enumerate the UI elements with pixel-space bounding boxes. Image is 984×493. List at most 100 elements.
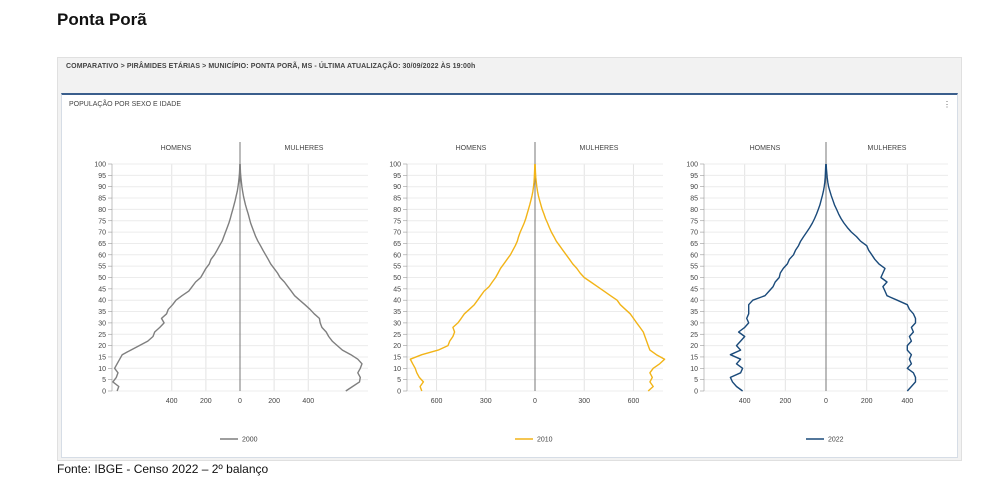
y-tick-label: 75 (98, 218, 106, 225)
y-tick-label: 5 (397, 377, 401, 384)
y-tick-label: 10 (98, 366, 106, 373)
y-tick-label: 30 (393, 320, 401, 327)
y-tick-label: 55 (98, 264, 106, 271)
series-line-women-2022 (825, 163, 917, 392)
women-header: MULHERES (285, 145, 324, 152)
y-tick-label: 25 (393, 332, 401, 339)
series-line-women-2000 (239, 163, 363, 392)
legend-label: 2010 (537, 437, 553, 444)
y-tick-label: 55 (690, 264, 698, 271)
women-header: MULHERES (580, 145, 619, 152)
y-tick-label: 15 (393, 354, 401, 361)
women-header: MULHERES (868, 145, 907, 152)
card-title: POPULAÇÃO POR SEXO E IDADE (69, 101, 182, 108)
y-tick-label: 10 (393, 366, 401, 373)
legend-label: 2000 (242, 437, 258, 444)
x-tick-label: 0 (533, 398, 537, 405)
page-title: Ponta Porã (57, 10, 147, 29)
y-tick-label: 25 (98, 332, 106, 339)
y-tick-label: 60 (98, 252, 106, 259)
y-tick-label: 35 (98, 309, 106, 316)
y-tick-label: 0 (102, 389, 106, 396)
y-tick-label: 60 (393, 252, 401, 259)
y-tick-label: 25 (690, 332, 698, 339)
chart-card: POPULAÇÃO POR SEXO E IDADE ⋮ 0 5 10 15 20 25 3… (61, 93, 958, 458)
y-tick-label: 65 (393, 241, 401, 248)
y-tick-label: 95 (690, 173, 698, 180)
x-tick-label: 400 (166, 398, 178, 405)
y-tick-label: 100 (389, 162, 401, 169)
y-tick-label: 75 (690, 218, 698, 225)
y-tick-label: 70 (393, 230, 401, 237)
men-header: HOMENS (161, 145, 192, 152)
y-tick-label: 45 (690, 286, 698, 293)
y-tick-label: 35 (690, 309, 698, 316)
source-note: Fonte: IBGE - Censo 2022 – 2º balanço (57, 462, 269, 476)
x-tick-label: 300 (480, 398, 492, 405)
x-tick-label: 200 (779, 398, 791, 405)
x-tick-label: 400 (739, 398, 751, 405)
series-line-women-2010 (534, 163, 666, 392)
y-tick-label: 50 (393, 275, 401, 282)
y-tick-label: 70 (98, 230, 106, 237)
y-tick-label: 100 (686, 162, 698, 169)
y-tick-label: 90 (98, 184, 106, 191)
x-tick-label: 200 (861, 398, 873, 405)
y-tick-label: 50 (690, 275, 698, 282)
y-tick-label: 0 (397, 389, 401, 396)
series-line-men-2000 (112, 163, 241, 392)
y-tick-label: 0 (694, 389, 698, 396)
y-tick-label: 95 (393, 173, 401, 180)
y-tick-label: 85 (98, 196, 106, 203)
x-tick-label: 300 (578, 398, 590, 405)
y-tick-label: 45 (98, 286, 106, 293)
y-tick-label: 95 (98, 173, 106, 180)
y-tick-label: 20 (690, 343, 698, 350)
y-tick-label: 60 (690, 252, 698, 259)
y-tick-label: 85 (393, 196, 401, 203)
x-tick-label: 0 (238, 398, 242, 405)
pyramid-charts: 0510152025303540455055606570758085909510… (94, 142, 948, 444)
legend-label: 2022 (828, 437, 844, 444)
y-tick-label: 30 (98, 320, 106, 327)
series-line-men-2022 (729, 163, 827, 392)
y-tick-label: 50 (98, 275, 106, 282)
vertical-ellipsis-icon[interactable]: ⋮ (943, 100, 951, 109)
y-tick-label: 40 (690, 298, 698, 305)
y-tick-label: 65 (98, 241, 106, 248)
y-tick-label: 15 (690, 354, 698, 361)
y-tick-label: 70 (690, 230, 698, 237)
y-tick-label: 90 (690, 184, 698, 191)
y-tick-label: 85 (690, 196, 698, 203)
x-tick-label: 0 (824, 398, 828, 405)
x-tick-label: 400 (302, 398, 314, 405)
y-tick-label: 35 (393, 309, 401, 316)
y-tick-label: 40 (98, 298, 106, 305)
x-tick-label: 200 (268, 398, 280, 405)
y-tick-label: 90 (393, 184, 401, 191)
y-tick-label: 80 (393, 207, 401, 214)
y-tick-label: 5 (694, 377, 698, 384)
y-tick-label: 80 (690, 207, 698, 214)
y-tick-label: 20 (98, 343, 106, 350)
y-tick-label: 45 (393, 286, 401, 293)
y-tick-label: 55 (393, 264, 401, 271)
y-tick-label: 100 (94, 162, 106, 169)
y-tick-label: 5 (102, 377, 106, 384)
y-tick-label: 80 (98, 207, 106, 214)
men-header: HOMENS (456, 145, 487, 152)
y-tick-label: 10 (690, 366, 698, 373)
x-tick-label: 600 (431, 398, 443, 405)
y-tick-label: 30 (690, 320, 698, 327)
x-tick-label: 600 (628, 398, 640, 405)
breadcrumb: COMPARATIVO > PIRÂMIDES ETÁRIAS > MUNICÍ… (66, 63, 476, 70)
y-tick-label: 40 (393, 298, 401, 305)
x-tick-label: 200 (200, 398, 212, 405)
y-tick-label: 75 (393, 218, 401, 225)
y-tick-label: 15 (98, 354, 106, 361)
y-tick-label: 20 (393, 343, 401, 350)
comparison-panel: COMPARATIVO > PIRÂMIDES ETÁRIAS > MUNICÍ… (57, 57, 962, 461)
series-line-men-2010 (409, 163, 536, 392)
x-tick-label: 400 (901, 398, 913, 405)
y-tick-label: 65 (690, 241, 698, 248)
